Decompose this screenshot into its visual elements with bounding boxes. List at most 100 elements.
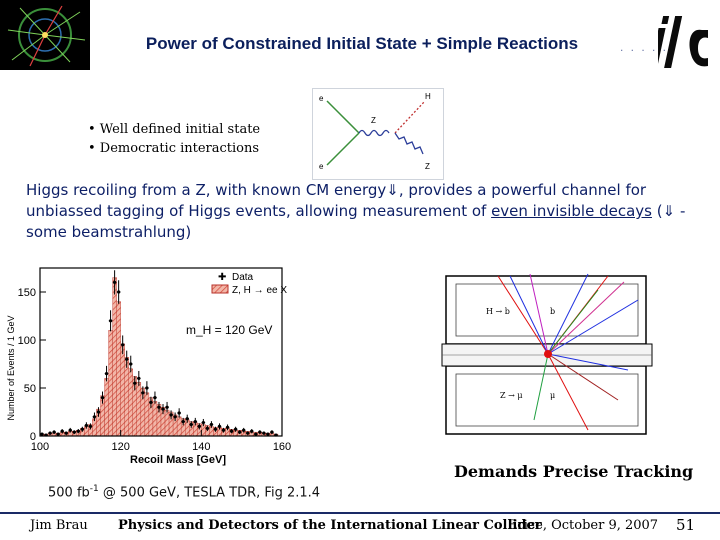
y-tick-label: 150 [18, 287, 36, 299]
label-z-out: Z [425, 162, 430, 171]
y-tick-label: 0 [30, 431, 36, 443]
data-point [68, 427, 73, 433]
underlined-text: even invisible decays [491, 202, 652, 220]
data-point [88, 423, 93, 430]
data-point [233, 426, 238, 432]
caption-sup: -1 [89, 484, 99, 494]
data-point [116, 280, 121, 304]
x-tick-label: 140 [192, 441, 210, 453]
down-arrow-icon: ⇓ [386, 181, 399, 199]
label-mu: μ [550, 391, 555, 400]
legend-entry-hist: Z, H → ee X [232, 285, 287, 296]
data-point [197, 423, 202, 430]
ilc-logo [650, 12, 714, 72]
label-z-mid: Z [371, 116, 376, 125]
data-point [145, 381, 149, 395]
data-point [161, 404, 165, 415]
bullet-item: • Well defined initial state [88, 122, 261, 137]
y-axis-label: Number of Events / 1 GeV [6, 315, 16, 420]
x-tick-label: 100 [31, 441, 49, 453]
data-point [217, 423, 222, 430]
down-arrow-icon: ⇓ [662, 202, 676, 220]
x-tick-label: 120 [111, 441, 129, 453]
event-display-logo [0, 0, 90, 70]
tracking-caption: Demands Precise Tracking [454, 462, 694, 481]
histogram-bar [209, 426, 214, 437]
data-point [124, 350, 129, 368]
data-point [213, 426, 218, 432]
y-tick-label: 50 [24, 383, 36, 395]
histogram-bar [176, 416, 182, 437]
data-point [56, 432, 60, 436]
data-point [92, 412, 97, 422]
histogram-bar [92, 418, 97, 437]
label-e-bottom: e [319, 162, 324, 171]
data-point [185, 414, 190, 423]
label-h: H [425, 92, 431, 101]
para-part3: ( [651, 202, 663, 220]
histogram-bar [120, 343, 125, 437]
histogram-bar [201, 424, 206, 437]
data-point [177, 408, 181, 418]
label-z-to-mu: Z → μ [500, 391, 523, 400]
feynman-diagram: e e Z H Z [312, 88, 444, 180]
label-h-to-b: H → b [486, 307, 510, 316]
data-point [225, 424, 230, 431]
mass-annotation: m_H = 120 GeV [186, 323, 272, 337]
data-point [48, 431, 52, 435]
y-tick-label: 100 [18, 335, 36, 347]
data-point [64, 431, 69, 435]
legend-swatch-hist [211, 284, 229, 294]
data-point [193, 417, 198, 426]
data-point [253, 432, 258, 436]
label-e-top: e [319, 94, 324, 103]
data-point [104, 365, 109, 382]
data-point [237, 430, 242, 435]
bullet-list: • Well defined initial state • Democrati… [88, 120, 260, 158]
data-point [149, 396, 153, 409]
caption-pre: 500 fb [48, 485, 90, 501]
data-point [141, 386, 145, 400]
data-point [205, 425, 210, 432]
data-point [245, 431, 250, 435]
data-point [128, 355, 133, 373]
data-point [72, 430, 77, 435]
histogram-bar [124, 357, 129, 437]
legend-entry-data: Data [232, 272, 254, 283]
data-point [76, 429, 81, 434]
data-point [169, 410, 173, 420]
data-point [181, 417, 185, 426]
slide-title: Power of Constrained Initial State + Sim… [145, 34, 579, 53]
data-point [209, 421, 214, 428]
plot-frame [39, 267, 283, 437]
data-point [157, 401, 161, 413]
caption-post: @ 500 GeV, TESLA TDR, Fig 2.1.4 [98, 485, 321, 501]
data-point [137, 370, 141, 386]
footer-talk-title: Physics and Detectors of the Internation… [118, 518, 542, 533]
data-point [112, 270, 117, 295]
legend: ✚ Data Z, H → ee X [211, 272, 287, 296]
footer-date: Erice, October 9, 2007 [508, 518, 659, 533]
label-b-top: b [550, 307, 555, 316]
tracking-event-display: H → b b Z → μ μ [438, 270, 656, 440]
data-point [108, 310, 113, 332]
histogram-bar [164, 409, 170, 437]
histogram-bar [136, 382, 142, 437]
data-point [60, 429, 64, 434]
data-point [189, 421, 194, 428]
data-point [221, 427, 226, 433]
para-part2: , provides a powerful channel for unbias… [26, 181, 647, 220]
x-axis-label: Recoil Mass [GeV] [130, 454, 226, 466]
data-point [258, 430, 262, 435]
data-point [241, 427, 246, 433]
data-point [201, 418, 206, 427]
histogram-bar [112, 277, 117, 437]
para-part1: Higgs recoiling from a Z, with known CM … [26, 181, 387, 199]
recoil-mass-chart: 100 120 140 160 0 50 100 150 Number of Events /… [0, 258, 292, 470]
footer-divider [0, 512, 720, 514]
data-point [249, 429, 254, 434]
histogram-bar [128, 368, 133, 437]
data-point [84, 422, 89, 429]
histogram-bar [152, 401, 158, 437]
figure-caption: 500 fb-1 @ 500 GeV, TESLA TDR, Fig 2.1.4 [48, 484, 320, 500]
